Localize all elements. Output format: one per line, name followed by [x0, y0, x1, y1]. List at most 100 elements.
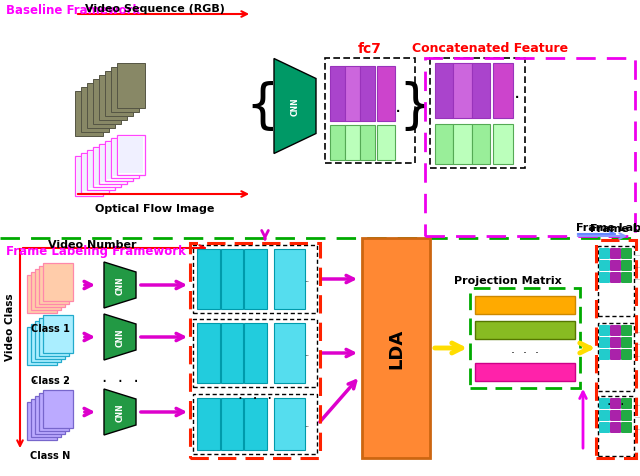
- FancyBboxPatch shape: [599, 337, 610, 348]
- FancyBboxPatch shape: [35, 396, 65, 434]
- Text: ..: ..: [305, 420, 310, 428]
- Text: fc7: fc7: [358, 42, 382, 56]
- FancyBboxPatch shape: [345, 126, 360, 161]
- Text: ...: ...: [634, 251, 640, 257]
- FancyBboxPatch shape: [43, 263, 73, 301]
- FancyBboxPatch shape: [435, 64, 453, 119]
- FancyBboxPatch shape: [43, 315, 73, 353]
- Text: Frame Labeling Framework: Frame Labeling Framework: [6, 245, 186, 258]
- Text: CNN: CNN: [115, 403, 125, 421]
- Text: ..: ..: [305, 349, 310, 358]
- FancyBboxPatch shape: [472, 125, 490, 165]
- FancyBboxPatch shape: [31, 399, 61, 437]
- Polygon shape: [104, 389, 136, 435]
- FancyBboxPatch shape: [453, 64, 472, 119]
- FancyBboxPatch shape: [107, 144, 131, 179]
- FancyBboxPatch shape: [105, 72, 133, 117]
- Text: CNN: CNN: [115, 328, 125, 347]
- FancyBboxPatch shape: [330, 126, 345, 161]
- Text: .: .: [395, 97, 401, 116]
- FancyBboxPatch shape: [621, 325, 632, 336]
- Text: ·  ·  ·: · · ·: [102, 372, 138, 390]
- FancyBboxPatch shape: [599, 422, 610, 433]
- Text: Frame Label: Frame Label: [590, 224, 640, 234]
- Text: ...: ...: [634, 340, 640, 345]
- FancyBboxPatch shape: [345, 67, 360, 122]
- FancyBboxPatch shape: [621, 272, 632, 283]
- Text: ..: ..: [305, 275, 310, 284]
- FancyBboxPatch shape: [221, 323, 243, 383]
- Polygon shape: [104, 389, 120, 435]
- Text: }: }: [398, 81, 432, 133]
- FancyBboxPatch shape: [621, 248, 632, 259]
- FancyBboxPatch shape: [244, 398, 268, 450]
- FancyBboxPatch shape: [39, 267, 69, 304]
- Text: Class N: Class N: [30, 450, 70, 460]
- FancyBboxPatch shape: [274, 323, 305, 383]
- FancyBboxPatch shape: [599, 272, 610, 283]
- Text: Video Number: Video Number: [48, 239, 136, 249]
- FancyBboxPatch shape: [599, 325, 610, 336]
- FancyBboxPatch shape: [475, 321, 575, 339]
- FancyBboxPatch shape: [610, 349, 621, 360]
- FancyBboxPatch shape: [599, 260, 610, 271]
- Polygon shape: [104, 314, 136, 360]
- Text: Projection Matrix: Projection Matrix: [454, 276, 562, 286]
- Polygon shape: [104, 262, 136, 308]
- FancyBboxPatch shape: [244, 249, 268, 309]
- FancyBboxPatch shape: [599, 398, 610, 409]
- Text: {: {: [245, 81, 279, 133]
- Text: .: .: [514, 82, 520, 101]
- Text: ·  ·  ·: · · ·: [31, 372, 68, 390]
- FancyBboxPatch shape: [93, 80, 121, 125]
- FancyBboxPatch shape: [472, 64, 490, 119]
- FancyBboxPatch shape: [610, 260, 621, 271]
- FancyBboxPatch shape: [610, 337, 621, 348]
- FancyBboxPatch shape: [599, 410, 610, 421]
- FancyBboxPatch shape: [435, 125, 453, 165]
- FancyBboxPatch shape: [105, 142, 133, 182]
- FancyBboxPatch shape: [377, 67, 395, 122]
- Text: Optical Flow Image: Optical Flow Image: [95, 204, 214, 214]
- FancyBboxPatch shape: [89, 153, 113, 188]
- FancyBboxPatch shape: [75, 157, 103, 197]
- FancyBboxPatch shape: [93, 148, 121, 188]
- FancyBboxPatch shape: [81, 154, 109, 194]
- FancyBboxPatch shape: [99, 76, 127, 121]
- Text: Baseline Framework: Baseline Framework: [6, 4, 140, 17]
- FancyBboxPatch shape: [43, 390, 73, 428]
- FancyBboxPatch shape: [117, 136, 145, 176]
- FancyBboxPatch shape: [599, 349, 610, 360]
- FancyBboxPatch shape: [31, 324, 61, 362]
- Polygon shape: [104, 262, 120, 308]
- FancyBboxPatch shape: [221, 249, 243, 309]
- FancyBboxPatch shape: [197, 249, 220, 309]
- FancyBboxPatch shape: [119, 138, 143, 174]
- FancyBboxPatch shape: [197, 398, 220, 450]
- Text: ·  ·  ·: · · ·: [511, 347, 539, 360]
- Text: LDA: LDA: [387, 328, 405, 368]
- Text: Class 1: Class 1: [31, 323, 69, 333]
- Text: ·  ·  ·: · · ·: [238, 392, 272, 407]
- FancyBboxPatch shape: [610, 248, 621, 259]
- FancyBboxPatch shape: [621, 349, 632, 360]
- Text: Video Class: Video Class: [5, 293, 15, 360]
- FancyBboxPatch shape: [493, 64, 513, 119]
- FancyBboxPatch shape: [274, 398, 305, 450]
- FancyBboxPatch shape: [117, 64, 145, 109]
- FancyBboxPatch shape: [360, 67, 375, 122]
- Text: CNN: CNN: [115, 276, 125, 295]
- Text: ...: ...: [634, 401, 640, 406]
- Text: CNN: CNN: [291, 98, 300, 116]
- Text: ...: ...: [634, 328, 640, 333]
- FancyBboxPatch shape: [81, 88, 109, 133]
- Text: Concatenated Feature: Concatenated Feature: [412, 42, 568, 55]
- FancyBboxPatch shape: [27, 402, 57, 440]
- FancyBboxPatch shape: [111, 139, 139, 178]
- FancyBboxPatch shape: [27, 327, 57, 365]
- FancyBboxPatch shape: [95, 149, 119, 186]
- FancyBboxPatch shape: [39, 393, 69, 431]
- FancyBboxPatch shape: [113, 141, 137, 177]
- FancyBboxPatch shape: [221, 398, 243, 450]
- FancyBboxPatch shape: [87, 151, 115, 190]
